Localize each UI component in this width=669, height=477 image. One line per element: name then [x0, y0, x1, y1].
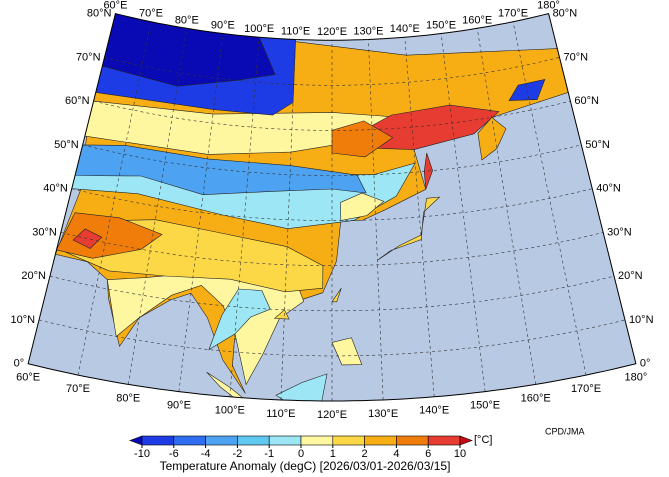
colorbar-tick-label: -10	[134, 448, 150, 460]
lat-label-left: 30°N	[32, 226, 57, 238]
parallel	[39, 319, 625, 357]
lat-label-right: 40°N	[596, 183, 621, 195]
lon-label-top: 70°E	[139, 8, 163, 20]
lon-label-bottom: 110°E	[266, 408, 295, 420]
credit: CPD/JMA	[545, 426, 585, 436]
lat-label-right: 60°N	[574, 95, 599, 107]
lon-label-bottom: 150°E	[470, 400, 500, 412]
colorbar-tick-label: -4	[201, 448, 211, 460]
island	[331, 337, 363, 366]
meridian	[128, 28, 188, 385]
graticule	[39, 21, 625, 401]
lon-label-bottom: 60°E	[16, 372, 40, 384]
colorbar-tick-label: 4	[393, 448, 399, 460]
lat-label-left: 60°N	[65, 95, 90, 107]
parallel	[49, 275, 615, 312]
colorbar-title: Temperature Anomaly (degC) [2026/03/01-2…	[160, 459, 451, 473]
colorbar-segment	[237, 435, 270, 446]
colorbar-tick-label: 10	[454, 448, 466, 460]
map	[27, 12, 637, 402]
meridian	[440, 33, 486, 392]
map-frame	[27, 12, 637, 402]
lon-label-top: 80°E	[175, 14, 199, 26]
lon-label-top: 180°	[537, 0, 560, 12]
colorbar-segment	[364, 435, 397, 446]
island	[331, 288, 342, 303]
lat-label-left: 40°N	[43, 183, 68, 195]
colorbar-segment	[427, 435, 461, 446]
lon-label-bottom: 130°E	[368, 408, 398, 420]
colorbar-tick-label: -6	[169, 448, 179, 460]
colorbar-tick-label: 6	[425, 448, 431, 460]
lon-label-top: 130°E	[353, 25, 383, 37]
colorbar-segment	[141, 435, 175, 446]
lon-label-bottom: 140°E	[419, 405, 449, 417]
colorbar-unit: [°C]	[474, 434, 492, 446]
land-region	[508, 78, 546, 101]
lon-label-bottom: 100°E	[215, 405, 245, 417]
lon-label-top: 110°E	[281, 25, 310, 37]
colorbar-tick-label: 0	[298, 448, 304, 460]
lat-label-right: 80°N	[553, 8, 578, 20]
lon-label-top: 90°E	[211, 19, 235, 31]
colorbar-segment	[332, 435, 365, 446]
parallel	[60, 232, 604, 266]
land-region	[74, 144, 367, 196]
colorbar-segment	[205, 435, 238, 446]
lat-label-right: 10°N	[629, 314, 654, 326]
land-region	[56, 212, 163, 259]
lon-label-top: 120°E	[317, 26, 347, 38]
lat-label-right: 50°N	[585, 139, 610, 151]
lon-label-bottom: 70°E	[66, 383, 90, 395]
lon-label-bottom: 160°E	[521, 392, 551, 404]
lon-label-top: 150°E	[426, 19, 456, 31]
graticule-labels: 60°E 60°E 70°E 70°E 80°E 80°E 90°E 90°E 100°E 100…	[10, 0, 653, 421]
lat-label-right: 20°N	[618, 270, 643, 282]
meridian	[178, 33, 224, 392]
lat-label-left: 20°N	[21, 270, 46, 282]
colorbar: -10 -6 -4 -2 -1 0 1 2 4 6 10	[129, 435, 473, 460]
land	[54, 13, 569, 401]
lat-label-right: 70°N	[563, 51, 588, 63]
lat-label-right: 30°N	[607, 226, 632, 238]
lat-label-left: 50°N	[54, 139, 79, 151]
parallel	[104, 57, 560, 86]
colorbar-segment	[396, 435, 429, 446]
colorbar-tick-label: 1	[330, 448, 336, 460]
colorbar-tick-label: -1	[264, 448, 274, 460]
colorbar-tick-label: -2	[233, 448, 243, 460]
lon-label-bottom: 80°E	[116, 392, 140, 404]
lon-label-top: 100°E	[244, 23, 274, 35]
parallel	[93, 100, 571, 131]
lat-label-left: 0°	[14, 358, 25, 370]
island	[273, 309, 290, 320]
colorbar-arrow-high	[459, 435, 473, 446]
lat-label-left: 80°N	[87, 8, 112, 20]
lon-label-top: 140°E	[390, 23, 420, 35]
lat-label-right: 0°	[640, 358, 651, 370]
lon-label-top: 170°E	[498, 8, 528, 20]
colorbar-segment	[300, 435, 334, 446]
lon-label-bottom: 120°E	[317, 409, 347, 421]
land-region	[340, 192, 385, 221]
lon-label-top: 60°E	[103, 0, 127, 12]
lat-label-left: 70°N	[76, 51, 101, 63]
meridian	[280, 39, 296, 401]
lon-label-bottom: 170°E	[571, 383, 601, 395]
island	[275, 373, 328, 401]
land-region	[208, 288, 271, 351]
island	[477, 116, 507, 161]
land-region	[72, 228, 103, 249]
lat-label-left: 10°N	[10, 314, 35, 326]
colorbar-arrow-low	[129, 435, 143, 446]
colorbar-segment	[268, 435, 302, 446]
lon-label-top: 160°E	[462, 14, 492, 26]
colorbar-segment	[173, 435, 206, 446]
island	[377, 196, 441, 261]
lon-label-bottom: 180°	[624, 372, 647, 384]
lon-label-bottom: 90°E	[167, 400, 191, 412]
colorbar-tick-label: 2	[362, 448, 368, 460]
